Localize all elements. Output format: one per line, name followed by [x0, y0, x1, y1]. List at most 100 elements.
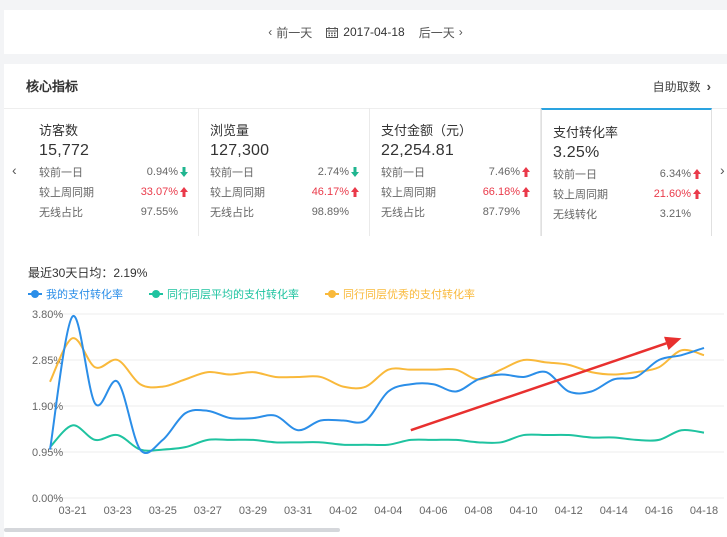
metric-name: 浏览量 [210, 123, 250, 138]
metric-row-value: 97.55% [141, 204, 188, 220]
arrow-up-icon [522, 167, 530, 177]
legend-label: 同行同层优秀的支付转化率 [343, 289, 475, 301]
y-tick-label: 0.95% [32, 447, 63, 459]
metric-row: 较前一日 0.94% [39, 164, 188, 180]
date-navigator: ‹ 前一天 2017-04-18 后一天 › [4, 10, 727, 54]
metric-row-value: 46.17% [312, 184, 359, 200]
x-tick-label: 03-29 [239, 505, 267, 517]
arrow-up-icon [180, 187, 188, 197]
metric-name: 支付金额（元） [381, 123, 473, 138]
metric-row-value: 33.07% [141, 184, 188, 200]
metric-row-number: 87.79% [482, 206, 520, 218]
metric-row-number: 66.18% [482, 186, 520, 198]
legend-item[interactable]: 同行同层优秀的支付转化率 [325, 286, 475, 302]
prev-day-label: 前一天 [276, 25, 313, 40]
metric-row-label: 较上周同期 [39, 187, 94, 199]
metric-row-value: 3.21% [660, 206, 701, 222]
self-service-data-label: 自助取数 [652, 80, 701, 94]
metric-row-label: 无线占比 [39, 207, 83, 219]
metric-card[interactable]: 支付转化率 3.25% 较前一日 6.34% 较上周同期 21.60% 无线转化… [541, 108, 712, 236]
y-tick-label: 0.00% [32, 493, 63, 505]
chevron-right-icon: › [706, 79, 711, 94]
series-line [49, 315, 705, 454]
metric-row-label: 较前一日 [39, 167, 83, 179]
metric-name: 支付转化率 [553, 125, 619, 140]
x-tick-label: 04-18 [690, 505, 718, 517]
calendar-icon [326, 26, 339, 38]
metric-row-value: 66.18% [483, 184, 530, 200]
metric-value: 127,300 [210, 142, 270, 159]
metric-row-number: 0.94% [146, 166, 178, 178]
metric-value: 15,772 [39, 142, 90, 159]
self-service-data-link[interactable]: 自助取数 › [653, 78, 711, 95]
arrow-up-icon [693, 169, 701, 179]
metric-row-value: 0.94% [147, 164, 188, 180]
panel-title: 核心指标 [26, 79, 79, 94]
trend-arrow-head [664, 336, 682, 350]
legend-item[interactable]: 我的支付转化率 [28, 286, 123, 302]
date-picker[interactable]: 2017-04-18 [326, 25, 405, 39]
horizontal-scrollbar[interactable] [4, 528, 340, 532]
metric-cards: 访客数 15,772 较前一日 0.94% 较上周同期 33.07% 无线占比 … [28, 108, 716, 236]
y-tick-label: 1.90% [32, 401, 63, 413]
metric-row-label: 较前一日 [381, 167, 425, 179]
metric-row-label: 较上周同期 [210, 187, 265, 199]
next-day-button[interactable]: 后一天 › [419, 24, 463, 41]
metric-row-number: 7.46% [488, 166, 520, 178]
metric-row: 较前一日 6.34% [553, 166, 701, 182]
metric-row: 无线转化 3.21% [553, 206, 701, 222]
x-tick-label: 04-04 [374, 505, 402, 517]
arrow-up-icon [351, 187, 359, 197]
metric-row: 无线占比 97.55% [39, 204, 188, 220]
cards-prev-arrow[interactable]: ‹ [12, 162, 17, 178]
y-tick-label: 3.80% [32, 309, 63, 321]
metric-row-number: 97.55% [140, 206, 178, 218]
current-date: 2017-04-18 [343, 25, 405, 39]
x-tick-label: 03-21 [58, 505, 86, 517]
x-tick-label: 04-06 [419, 505, 447, 517]
metric-row-value: 98.89% [312, 204, 359, 220]
x-tick-label: 03-25 [149, 505, 177, 517]
metric-row-label: 无线占比 [210, 207, 254, 219]
metric-row: 较上周同期 21.60% [553, 186, 701, 202]
x-tick-label: 04-12 [555, 505, 583, 517]
metric-row-value: 6.34% [660, 166, 701, 182]
x-tick-label: 04-08 [464, 505, 492, 517]
legend-label: 我的支付转化率 [46, 289, 123, 301]
arrow-down-icon [351, 167, 359, 177]
x-tick-label: 04-14 [600, 505, 628, 517]
x-tick-label: 03-27 [194, 505, 222, 517]
metric-row-number: 2.74% [317, 166, 349, 178]
x-tick-label: 03-23 [104, 505, 132, 517]
legend-item[interactable]: 同行同层平均的支付转化率 [149, 286, 299, 302]
legend-swatch [149, 290, 163, 298]
metric-value: 22,254.81 [381, 142, 454, 159]
legend-swatch [28, 290, 42, 298]
cards-next-arrow[interactable]: › [720, 162, 725, 178]
metric-row: 较前一日 7.46% [381, 164, 530, 180]
metric-row-label: 无线占比 [381, 207, 425, 219]
x-tick-label: 04-02 [329, 505, 357, 517]
metric-row-number: 6.34% [659, 168, 691, 180]
date-bar: ‹ 前一天 2017-04-18 后一天 › [4, 10, 727, 54]
chevron-left-icon: ‹ [268, 25, 273, 39]
metric-row: 无线占比 98.89% [210, 204, 359, 220]
metric-row-number: 46.17% [311, 186, 349, 198]
y-tick-label: 2.85% [32, 355, 63, 367]
metric-card[interactable]: 访客数 15,772 较前一日 0.94% 较上周同期 33.07% 无线占比 … [28, 108, 199, 236]
prev-day-button[interactable]: ‹ 前一天 [268, 24, 312, 41]
next-day-label: 后一天 [418, 25, 455, 40]
metric-card[interactable]: 浏览量 127,300 较前一日 2.74% 较上周同期 46.17% 无线占比… [199, 108, 370, 236]
x-tick-label: 04-16 [645, 505, 673, 517]
arrow-up-icon [693, 189, 701, 199]
metric-card[interactable]: 支付金额（元） 22,254.81 较前一日 7.46% 较上周同期 66.18… [370, 108, 541, 236]
metric-row: 较上周同期 66.18% [381, 184, 530, 200]
chevron-right-icon: › [458, 25, 463, 39]
metric-row-value: 7.46% [489, 164, 530, 180]
arrow-up-icon [522, 187, 530, 197]
metric-row: 无线占比 87.79% [381, 204, 530, 220]
metric-row: 较上周同期 33.07% [39, 184, 188, 200]
metric-row-label: 较前一日 [553, 169, 597, 181]
metric-row-value: 87.79% [483, 204, 530, 220]
metric-row-number: 3.21% [659, 208, 691, 220]
